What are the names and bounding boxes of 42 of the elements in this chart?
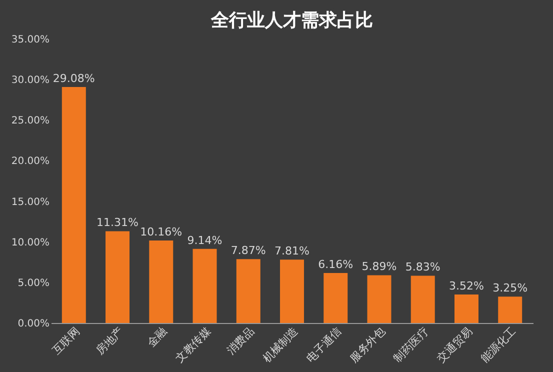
x-tick-label: 服务外包 xyxy=(347,324,388,366)
data-label: 3.52% xyxy=(449,279,484,292)
y-tick-label: 0.00% xyxy=(18,318,50,330)
y-tick-label: 15.00% xyxy=(11,196,50,208)
x-tick-label: 互联网 xyxy=(50,324,82,358)
bar xyxy=(106,231,130,323)
y-tick-label: 35.00% xyxy=(11,34,50,46)
data-label: 29.08% xyxy=(52,72,95,86)
x-tick-label: 能源化工 xyxy=(478,324,519,366)
bar xyxy=(324,273,348,323)
data-label: 7.81% xyxy=(274,244,310,258)
y-tick-label: 20.00% xyxy=(11,156,50,168)
data-label: 7.87% xyxy=(230,244,266,258)
data-label: 6.16% xyxy=(318,258,354,272)
bar xyxy=(367,275,392,323)
data-label: 3.25% xyxy=(492,282,528,295)
x-tick-label: 机械制造 xyxy=(260,324,300,366)
y-tick-label: 25.00% xyxy=(11,116,50,127)
bar xyxy=(280,260,304,323)
x-tick-label: 房地产 xyxy=(93,324,126,358)
x-tick-label: 金融 xyxy=(144,324,170,350)
bar xyxy=(498,296,522,323)
bar xyxy=(410,276,435,323)
data-label: 5.89% xyxy=(362,260,397,274)
x-tick-label: 制药医疗 xyxy=(391,324,432,366)
x-tick-label: 文教传媒 xyxy=(172,324,214,366)
y-tick-label: 10.00% xyxy=(11,237,50,248)
x-tick-label: 消费品 xyxy=(224,324,257,358)
data-label: 9.14% xyxy=(187,234,222,247)
data-label: 10.16% xyxy=(140,226,182,239)
bar xyxy=(454,294,478,323)
chart-title: 全行业人才需求占比 xyxy=(210,10,373,31)
y-tick-label: 30.00% xyxy=(11,75,50,86)
bar xyxy=(192,248,217,323)
bar xyxy=(236,259,260,323)
data-label: 5.83% xyxy=(405,260,440,274)
x-tick-label: 交通贸易 xyxy=(434,324,475,366)
data-label: 11.31% xyxy=(96,216,138,230)
bar xyxy=(149,240,174,323)
y-tick-label: 5.00% xyxy=(18,278,50,289)
bar xyxy=(62,87,86,323)
x-tick-label: 电子通信 xyxy=(304,324,344,366)
